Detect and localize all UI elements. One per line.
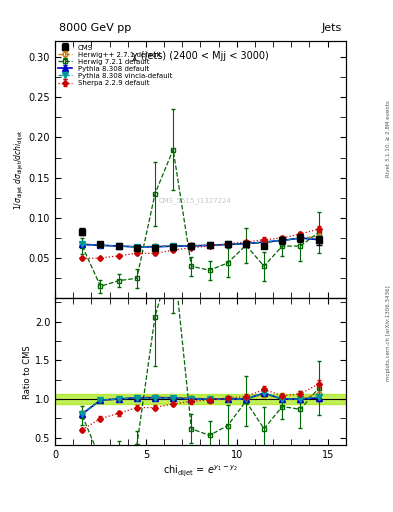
Text: mcplots.cern.ch [arXiv:1306.3436]: mcplots.cern.ch [arXiv:1306.3436] [386, 285, 391, 380]
Text: CMS_5515_I1327224: CMS_5515_I1327224 [158, 197, 231, 204]
Y-axis label: Ratio to CMS: Ratio to CMS [23, 345, 32, 399]
Text: Rivet 3.1.10, ≥ 2.8M events: Rivet 3.1.10, ≥ 2.8M events [386, 100, 391, 177]
Bar [55, 394, 346, 404]
Text: χ (jets) (2400 < Mjj < 3000): χ (jets) (2400 < Mjj < 3000) [132, 51, 269, 61]
Legend: CMS, Herwig++ 2.7.1 default, Herwig 7.2.1 default, Pythia 8.308 default, Pythia : CMS, Herwig++ 2.7.1 default, Herwig 7.2.… [57, 43, 174, 88]
Y-axis label: $1/\sigma_\mathrm{dijet}\ d\sigma_\mathrm{dijet}/dchi_\mathrm{dijet}$: $1/\sigma_\mathrm{dijet}\ d\sigma_\mathr… [13, 130, 26, 210]
Text: 8000 GeV pp: 8000 GeV pp [59, 23, 131, 33]
Bar [55, 394, 346, 404]
Text: Jets: Jets [321, 23, 342, 33]
X-axis label: chi$_\mathrm{dijet}$ = $e^{y_{1}-y_{2}}$: chi$_\mathrm{dijet}$ = $e^{y_{1}-y_{2}}$ [163, 463, 238, 478]
